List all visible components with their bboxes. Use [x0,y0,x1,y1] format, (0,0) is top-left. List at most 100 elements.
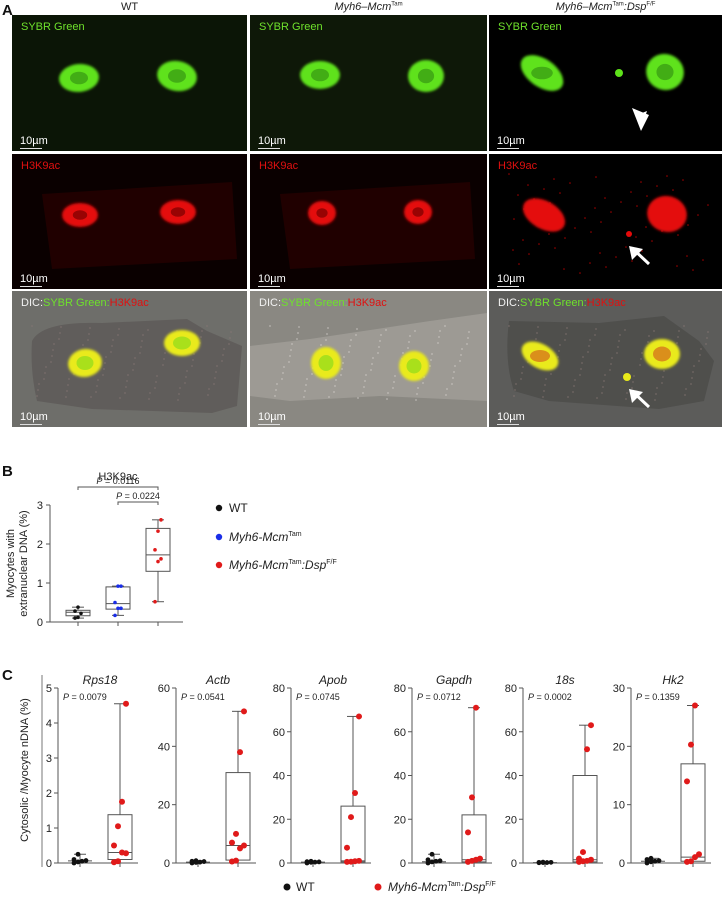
data-point [652,858,658,864]
data-point [159,518,163,522]
subplot-actb: 0 20 40 60 Actb P = 0.0541 [158,673,256,870]
data-point [73,616,77,620]
significance-bracket: P = 0.0116 [77,476,159,490]
data-point [79,611,83,616]
data-point [688,858,694,865]
data-point [316,859,322,865]
data-point [116,606,120,611]
data-point [229,839,235,846]
data-point [433,858,439,864]
data-point [156,559,160,564]
panel-c-box-plots: Cytosolic /Myocyte nDNA (%) 0 1 2 3 4 5 Rps18 P … [19,673,711,894]
y-tick-label: 0 [46,858,52,870]
data-point [540,859,546,865]
svg-text:Myh6-McmTam:DspF/F: Myh6-McmTam:DspF/F [229,558,337,572]
data-point [344,844,350,851]
scale-bar: 10µm [20,411,48,425]
data-point [580,849,586,856]
arrowhead-icon [632,108,649,131]
y-tick-label: 0 [279,858,285,870]
stain-label: SYBR Green [21,21,85,33]
data-point [648,859,654,865]
data-point [75,851,81,857]
scale-bar: 10µm [497,273,525,287]
data-point [692,702,698,709]
micrograph-sybr-green-col1: SYBR Green 10µm [250,15,487,151]
box-ko [680,702,706,865]
legend-item-ko: Myh6-McmTam:DspF/F [388,880,496,894]
stain-label: SYBR Green [259,21,323,33]
data-point [304,859,310,865]
box-ko [340,713,366,865]
data-point [233,857,239,864]
data-point [75,859,81,865]
data-point [123,850,129,857]
data-point [696,851,702,858]
data-point [656,858,662,864]
data-point [115,823,121,830]
legend-item: Myh6-McmTam [215,530,302,544]
data-point [644,860,650,866]
data-point [119,584,123,588]
y-tick-label: 20 [613,741,625,753]
subplot-title: Actb [205,673,230,687]
data-point [153,548,157,552]
subplot-title: Gapdh [436,673,472,687]
subplot-title: 18s [555,673,574,687]
scale-bar: 10µm [20,273,48,287]
data-point [159,557,163,561]
svg-text:P = 0.0116: P = 0.0116 [96,476,139,486]
panel-b-letter: B [2,463,13,480]
data-point [119,798,125,805]
scale-bar: 10µm [497,411,525,425]
y-tick-label: 2 [46,788,52,800]
data-point [356,857,362,864]
significance-bracket: P = 0.0224 [116,491,160,505]
y-tick-label: 10 [613,800,625,812]
scale-bar: 10µm [20,135,48,149]
data-point [111,842,117,849]
column-title-2: Myh6–McmTam:DspF/F [555,1,656,13]
y-tick-label: 20 [505,814,517,826]
column-title-0: WT [120,1,139,13]
data-point [193,858,199,864]
data-point [588,856,594,863]
stain-label: DIC:SYBR Green:H3K9ac [21,297,149,309]
box-wt [301,858,325,866]
y-axis-label: Cytosolic /Myocyte nDNA (%) [19,698,31,842]
y-axis-label: Myocytes with [5,529,17,598]
box-ko [107,700,133,866]
box-ko [461,704,487,865]
data-point [73,609,77,613]
data-point [536,859,542,865]
data-point [189,858,195,864]
data-point [76,615,80,620]
legend-item: WT [215,501,248,515]
scale-bar: 10µm [258,273,286,287]
data-point [429,859,435,865]
data-point [76,605,80,609]
box-wt [641,855,665,866]
y-tick-label: 5 [46,683,52,695]
data-point [425,857,431,863]
svg-text:P = 0.0224: P = 0.0224 [116,491,160,501]
scale-bar: 10µm [258,411,286,425]
data-point [356,713,362,720]
data-point [197,859,203,865]
subplot-apob: 0 20 40 60 80 Apob P = 0.0745 [273,673,371,870]
panel-c-letter: C [2,667,13,684]
data-point [113,600,117,605]
data-point [684,778,690,785]
p-value: P = 0.0745 [296,692,340,702]
y-tick-label: 80 [273,683,285,695]
legend-item: Myh6-McmTam:DspF/F [215,558,337,572]
box-0 [65,605,91,620]
box-1 [105,584,131,618]
stain-label: DIC:SYBR Green:H3K9ac [498,297,626,309]
y-tick-label: 0 [511,858,517,870]
p-value: P = 0.0079 [63,692,107,702]
y-tick-label: 60 [505,727,517,739]
y-tick-label: 80 [394,683,406,695]
data-point [115,858,121,865]
data-point [544,860,550,865]
